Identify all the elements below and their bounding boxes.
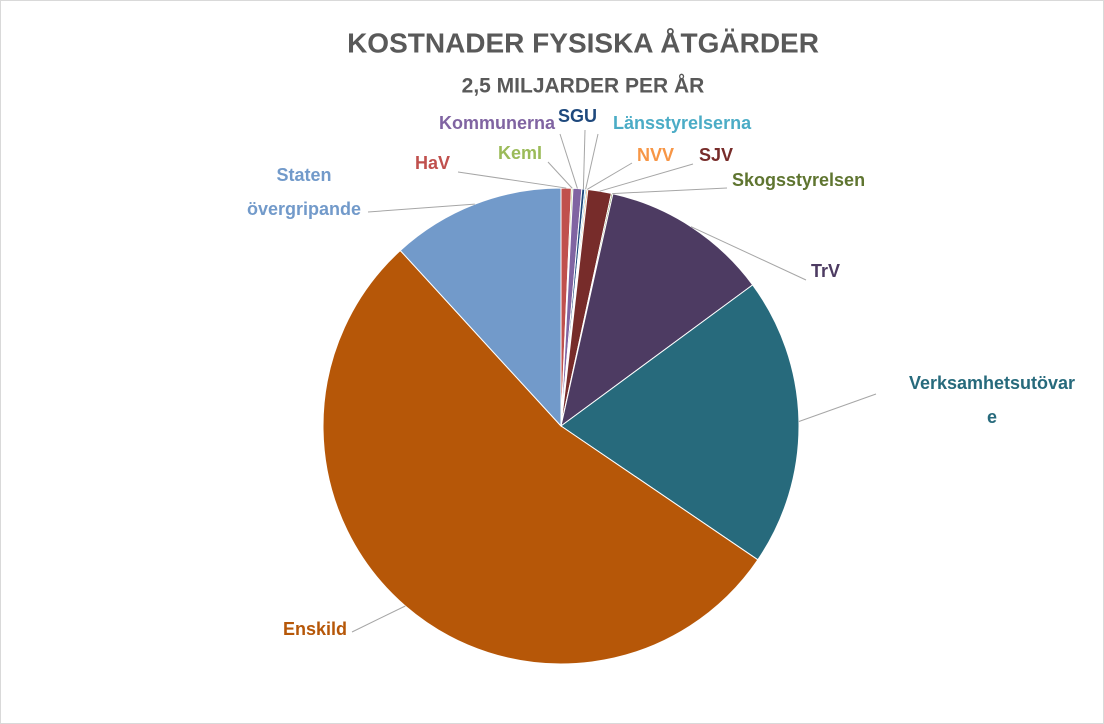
leader-line: [547, 161, 573, 189]
slice-label: TrV: [811, 261, 840, 281]
slice-label: KemI: [498, 143, 542, 163]
slice-label: HaV: [415, 153, 450, 173]
pie-slice: [399, 187, 562, 428]
leader-line: [599, 163, 694, 192]
leader-line: [457, 171, 567, 189]
slice-label: Skogsstyrelsen: [732, 170, 865, 190]
leader-line: [367, 203, 475, 213]
label-line: Staten: [276, 165, 331, 185]
pie-slice: [322, 249, 759, 665]
label-line: e: [987, 407, 997, 427]
slice-label: NVV: [637, 145, 674, 165]
leader-line: [690, 226, 807, 281]
label-line: Verksamhetsutövar: [909, 373, 1075, 393]
pie-slice: [560, 193, 754, 428]
chart-subtitle: 2,5 MILJARDER PER ÅR: [462, 74, 705, 98]
slice-label: SJV: [699, 145, 733, 165]
leader-line: [351, 605, 406, 633]
slice-label: Kommunerna: [439, 113, 556, 133]
label-line: övergripande: [247, 199, 361, 219]
chart-title: KOSTNADER FYSISKA ÅTGÄRDER: [347, 27, 819, 58]
leader-line: [582, 129, 586, 190]
slice-label: SGU: [558, 106, 597, 126]
slice-label: Verksamhetsutövar e: [909, 373, 1075, 427]
leader-line: [798, 393, 877, 422]
slice-label: Länsstyrelserna: [613, 113, 752, 133]
slice-label: Staten övergripande: [247, 165, 361, 219]
slice-label: Enskild: [283, 619, 347, 639]
leader-line: [612, 187, 728, 195]
leader-line: [585, 133, 599, 190]
leader-line: [586, 162, 633, 190]
pie-slice: [560, 284, 800, 561]
leader-line: [559, 133, 578, 189]
